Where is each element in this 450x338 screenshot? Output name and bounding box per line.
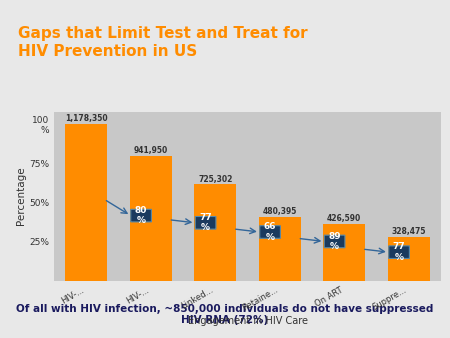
FancyBboxPatch shape — [389, 246, 410, 259]
Text: 77
%: 77 % — [393, 242, 405, 262]
Bar — [65, 124, 107, 281]
Bar — [130, 156, 172, 281]
FancyBboxPatch shape — [260, 226, 280, 238]
Bar — [259, 217, 301, 281]
Text: 66
%: 66 % — [264, 222, 276, 242]
Text: 426,590: 426,590 — [327, 214, 361, 223]
Bar — [323, 224, 365, 281]
Text: Gaps that Limit Test and Treat for
HIV Prevention in US: Gaps that Limit Test and Treat for HIV P… — [18, 26, 308, 59]
Text: 80
%: 80 % — [135, 206, 147, 225]
Text: 1,178,350: 1,178,350 — [65, 114, 108, 123]
Bar — [388, 237, 430, 281]
Text: 89
%: 89 % — [328, 232, 341, 251]
FancyBboxPatch shape — [195, 217, 216, 229]
Text: 480,395: 480,395 — [262, 207, 297, 216]
Text: Of all with HIV infection, ~850,000 individuals do not have suppressed
HIV RNA (: Of all with HIV infection, ~850,000 indi… — [16, 304, 434, 325]
Text: 941,950: 941,950 — [134, 146, 168, 155]
Y-axis label: Percentage: Percentage — [16, 167, 26, 225]
FancyBboxPatch shape — [131, 209, 151, 222]
Bar — [194, 184, 236, 281]
X-axis label: Engagement in HIV Care: Engagement in HIV Care — [188, 316, 307, 326]
Text: 77
%: 77 % — [199, 213, 212, 233]
FancyBboxPatch shape — [324, 235, 345, 248]
Text: 328,475: 328,475 — [392, 227, 426, 236]
Text: 725,302: 725,302 — [198, 174, 233, 184]
